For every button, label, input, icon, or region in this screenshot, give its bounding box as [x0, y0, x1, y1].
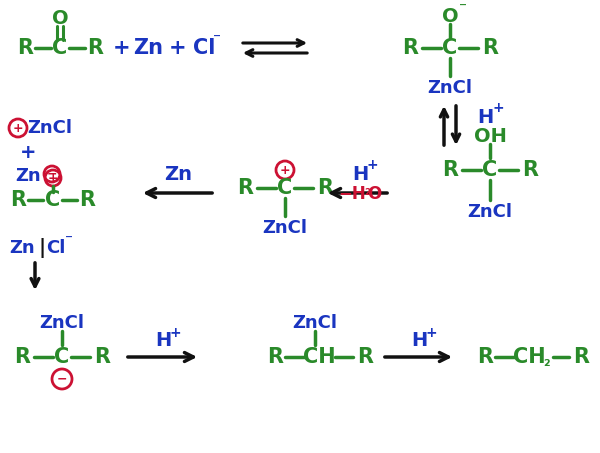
Text: H: H: [411, 332, 427, 351]
Text: R: R: [79, 190, 95, 210]
Text: +: +: [425, 326, 437, 340]
Text: C: C: [46, 190, 61, 210]
Text: +: +: [20, 144, 36, 163]
Text: Zn: Zn: [15, 167, 41, 185]
Text: Zn: Zn: [133, 38, 163, 58]
Text: Cl: Cl: [193, 38, 215, 58]
Text: ⁻: ⁻: [65, 232, 73, 247]
Text: R: R: [357, 347, 373, 367]
Text: +: +: [366, 158, 378, 172]
Text: ZnCl: ZnCl: [293, 314, 337, 332]
Text: −H: −H: [338, 185, 366, 203]
Text: Zn: Zn: [164, 164, 192, 183]
Text: ⁻: ⁻: [459, 0, 467, 15]
Text: R: R: [477, 347, 493, 367]
Text: C: C: [277, 178, 293, 198]
Text: CH: CH: [302, 347, 335, 367]
Text: ₂: ₂: [364, 184, 370, 198]
Text: R: R: [17, 38, 33, 58]
Text: ZnCl: ZnCl: [28, 119, 73, 137]
Text: O: O: [367, 185, 381, 203]
Text: C: C: [482, 160, 497, 180]
Text: ZnCl: ZnCl: [263, 219, 308, 237]
Text: −: −: [47, 168, 57, 180]
Text: R: R: [87, 38, 103, 58]
Text: +: +: [169, 326, 181, 340]
Text: CH: CH: [512, 347, 545, 367]
Text: +: +: [169, 38, 187, 58]
Text: H: H: [477, 108, 493, 127]
Text: R: R: [317, 178, 333, 198]
Text: R: R: [237, 178, 253, 198]
Text: OH: OH: [473, 126, 506, 145]
Text: O: O: [52, 9, 68, 28]
Text: H: H: [352, 164, 368, 183]
Text: R: R: [10, 190, 26, 210]
Text: R: R: [94, 347, 110, 367]
Text: +: +: [492, 101, 504, 115]
Text: O: O: [442, 6, 458, 25]
Text: C: C: [52, 38, 68, 58]
Text: +: +: [113, 38, 131, 58]
Text: R: R: [442, 160, 458, 180]
Text: R: R: [14, 347, 30, 367]
Text: C: C: [55, 347, 70, 367]
Text: ₂: ₂: [544, 355, 550, 370]
Text: +: +: [47, 172, 58, 184]
Text: Cl: Cl: [46, 239, 65, 257]
Text: C: C: [442, 38, 458, 58]
Text: ZnCl: ZnCl: [427, 79, 473, 97]
Text: R: R: [402, 38, 418, 58]
Text: R: R: [482, 38, 498, 58]
Text: R: R: [522, 160, 538, 180]
Text: Zn: Zn: [9, 239, 35, 257]
Text: ⁻: ⁻: [213, 32, 221, 47]
Text: +: +: [280, 164, 290, 177]
Text: ZnCl: ZnCl: [40, 314, 85, 332]
Text: R: R: [573, 347, 589, 367]
Text: +: +: [13, 121, 23, 135]
Text: −: −: [57, 372, 67, 386]
Text: |: |: [38, 238, 46, 258]
Text: H: H: [155, 332, 171, 351]
Text: ZnCl: ZnCl: [467, 203, 512, 221]
Text: R: R: [267, 347, 283, 367]
